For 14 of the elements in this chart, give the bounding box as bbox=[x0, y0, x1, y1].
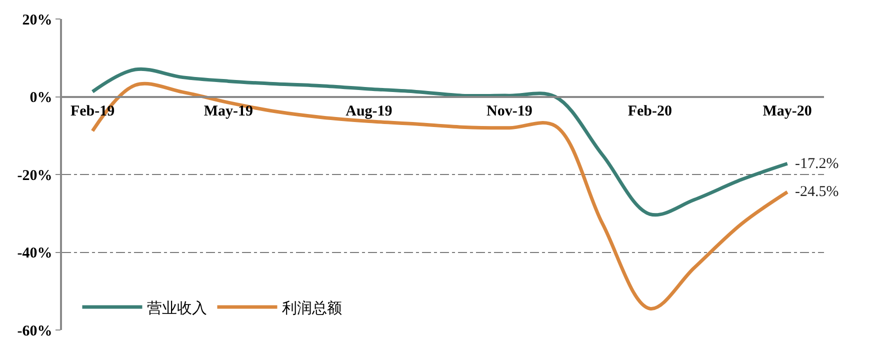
x-tick-label: Nov-19 bbox=[486, 104, 532, 120]
x-tick-label: Feb-20 bbox=[628, 104, 672, 120]
y-tick-label: -60% bbox=[17, 323, 52, 340]
annotation: -17.2% bbox=[795, 156, 839, 172]
y-tick-label: -40% bbox=[17, 246, 52, 262]
y-tick-label: 0% bbox=[30, 90, 52, 106]
legend-label: 利润总额 bbox=[282, 298, 342, 317]
x-tick-label: Aug-19 bbox=[346, 104, 392, 120]
y-tick-label: -20% bbox=[17, 168, 52, 184]
legend-label: 营业收入 bbox=[147, 298, 208, 317]
annotation: -24.5% bbox=[795, 184, 839, 200]
x-tick-label: May-20 bbox=[762, 104, 812, 120]
y-tick-label: 20% bbox=[22, 12, 52, 28]
x-tick-label: May-19 bbox=[204, 104, 254, 120]
